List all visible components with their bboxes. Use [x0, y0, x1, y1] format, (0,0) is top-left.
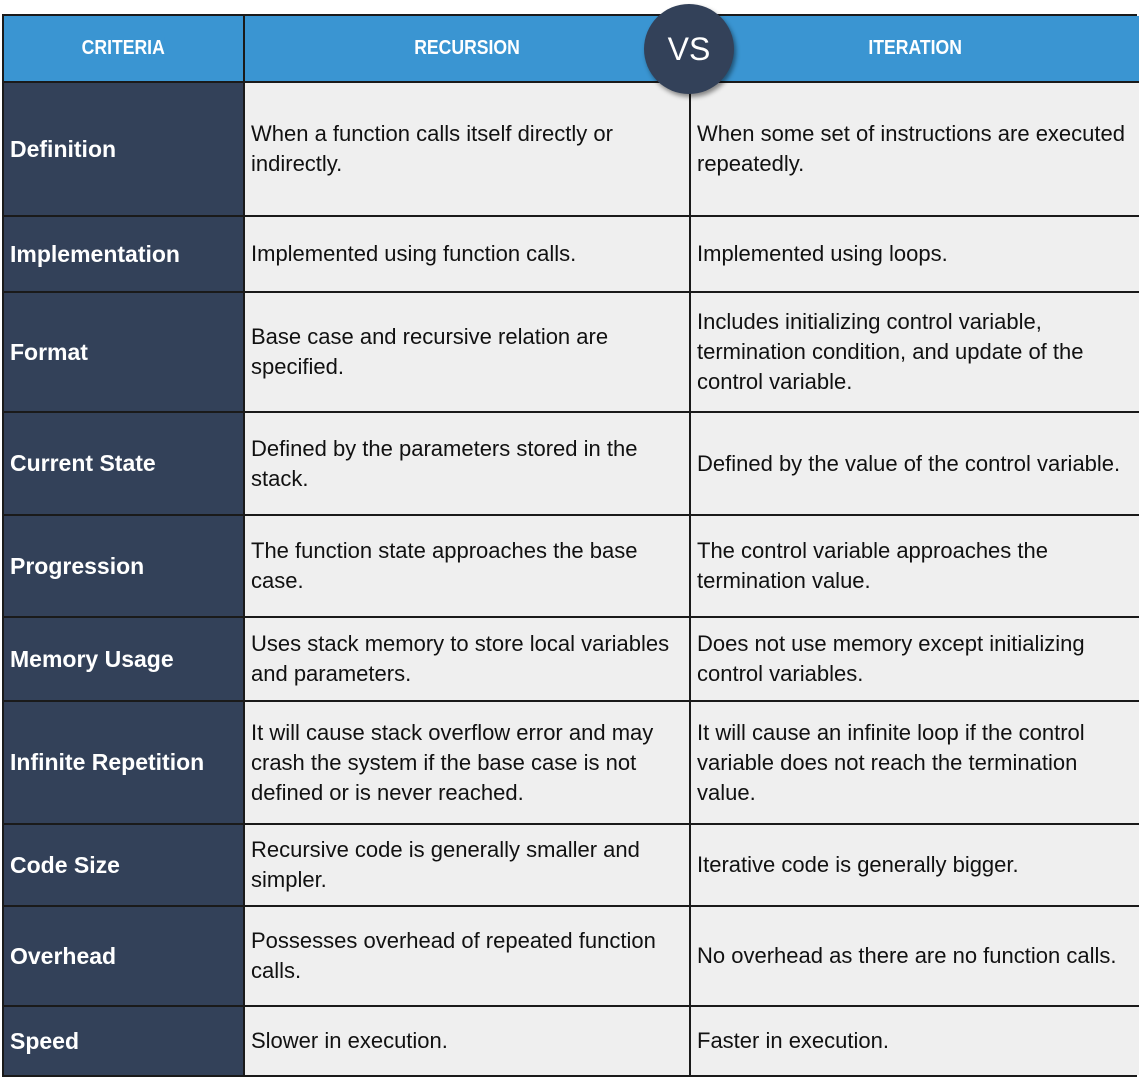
iteration-cell: No overhead as there are no function cal…: [691, 907, 1139, 1007]
criteria-cell: Current State: [4, 413, 245, 516]
recursion-text: Implemented using function calls.: [251, 241, 577, 266]
comparison-table: CRITERIA RECURSION ITERATION Definition W…: [2, 14, 1139, 1077]
iteration-cell: Includes initializing control variable, …: [691, 293, 1139, 413]
criteria-cell: Overhead: [4, 907, 245, 1007]
recursion-cell: Possesses overhead of repeated function …: [245, 907, 691, 1007]
recursion-cell: It will cause stack overflow error and m…: [245, 702, 691, 825]
iteration-cell: Faster in execution.: [691, 1007, 1139, 1075]
recursion-text: Recursive code is generally smaller and …: [251, 837, 640, 892]
recursion-text: It will cause stack overflow error and m…: [251, 719, 654, 805]
iteration-text: Iterative code is generally bigger.: [697, 852, 1019, 877]
iteration-text: Implemented using loops.: [697, 241, 948, 266]
criteria-cell: Progression: [4, 516, 245, 618]
iteration-text: It will cause an infinite loop if the co…: [697, 719, 1085, 805]
header-recursion: RECURSION: [245, 16, 691, 83]
iteration-cell: Defined by the value of the control vari…: [691, 413, 1139, 516]
iteration-cell: Implemented using loops.: [691, 217, 1139, 293]
recursion-cell: Recursive code is generally smaller and …: [245, 825, 691, 907]
iteration-text: The control variable approaches the term…: [697, 538, 1048, 593]
criteria-cell: Format: [4, 293, 245, 413]
recursion-text: Slower in execution.: [251, 1028, 448, 1053]
recursion-cell: Base case and recursive relation are spe…: [245, 293, 691, 413]
iteration-text: No overhead as there are no function cal…: [697, 943, 1117, 968]
recursion-text: Uses stack memory to store local variabl…: [251, 631, 670, 686]
iteration-cell: It will cause an infinite loop if the co…: [691, 702, 1139, 825]
recursion-cell: The function state approaches the base c…: [245, 516, 691, 618]
iteration-cell: The control variable approaches the term…: [691, 516, 1139, 618]
criteria-cell: Speed: [4, 1007, 245, 1075]
vs-badge: VS: [644, 4, 734, 94]
header-iteration: ITERATION: [691, 16, 1139, 83]
iteration-text: Defined by the value of the control vari…: [697, 450, 1121, 476]
iteration-text: Does not use memory except initializing …: [697, 631, 1085, 686]
iteration-text: When some set of instructions are execut…: [697, 121, 1125, 176]
recursion-cell: Slower in execution.: [245, 1007, 691, 1075]
recursion-cell: Defined by the parameters stored in the …: [245, 413, 691, 516]
iteration-text: Faster in execution.: [697, 1028, 889, 1053]
recursion-cell: Implemented using function calls.: [245, 217, 691, 293]
iteration-text: Includes initializing control variable, …: [697, 309, 1084, 394]
iteration-cell: Iterative code is generally bigger.: [691, 825, 1139, 907]
iteration-cell: Does not use memory except initializing …: [691, 618, 1139, 702]
criteria-cell: Code Size: [4, 825, 245, 907]
recursion-text: The function state approaches the base c…: [251, 538, 638, 593]
recursion-cell: When a function calls itself directly or…: [245, 83, 691, 217]
criteria-cell: Memory Usage: [4, 618, 245, 702]
recursion-text: Defined by the parameters stored in the …: [251, 435, 638, 491]
iteration-cell: When some set of instructions are execut…: [691, 83, 1139, 217]
recursion-text: Base case and recursive relation are spe…: [251, 324, 609, 379]
criteria-cell: Definition: [4, 83, 245, 217]
header-criteria: CRITERIA: [4, 16, 245, 83]
recursion-text: Possesses overhead of repeated function …: [251, 928, 656, 983]
criteria-cell: Implementation: [4, 217, 245, 293]
criteria-cell: Infinite Repetition: [4, 702, 245, 825]
recursion-cell: Uses stack memory to store local variabl…: [245, 618, 691, 702]
recursion-text: When a function calls itself directly or…: [251, 121, 613, 176]
